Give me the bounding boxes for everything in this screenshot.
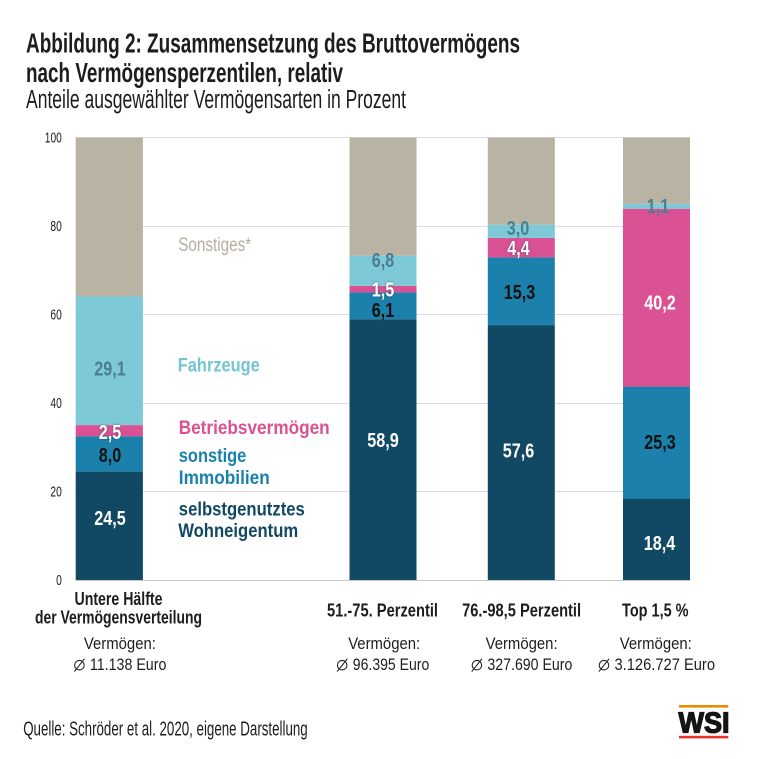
svg-text:Fahrzeuge: Fahrzeuge: [178, 355, 260, 377]
svg-text:3.126.727 Euro: 3.126.727 Euro: [615, 656, 716, 674]
svg-text:57,6: 57,6: [503, 440, 535, 463]
svg-text:Vermögen:: Vermögen:: [620, 635, 692, 653]
svg-text:327.690 Euro: 327.690 Euro: [487, 656, 572, 674]
svg-text:3,0: 3,0: [507, 217, 530, 240]
svg-text:sonstige: sonstige: [179, 445, 247, 467]
svg-text:Vermögen:: Vermögen:: [348, 635, 420, 653]
svg-text:6,8: 6,8: [372, 249, 395, 272]
svg-text:WSI: WSI: [679, 708, 730, 740]
svg-text:25,3: 25,3: [644, 431, 676, 454]
svg-text:selbstgenutztes: selbstgenutztes: [179, 498, 305, 520]
svg-text:Betriebsvermögen: Betriebsvermögen: [179, 417, 330, 439]
svg-text:nach Vermögensperzentilen, rel: nach Vermögensperzentilen, relativ: [26, 57, 343, 88]
svg-text:100: 100: [45, 131, 62, 147]
svg-text:96.395 Euro: 96.395 Euro: [353, 656, 430, 674]
svg-text:8,0: 8,0: [99, 444, 122, 467]
svg-text:11.138 Euro: 11.138 Euro: [90, 656, 166, 674]
svg-text:15,3: 15,3: [504, 281, 536, 304]
svg-text:Abbildung 2: Zusammensetzung d: Abbildung 2: Zusammensetzung des Bruttov…: [26, 27, 520, 58]
svg-text:Wohneigentum: Wohneigentum: [178, 520, 298, 542]
svg-text:40: 40: [50, 396, 61, 412]
svg-text:60: 60: [50, 308, 61, 324]
svg-text:4,4: 4,4: [507, 237, 530, 260]
svg-text:der Vermögensverteilung: der Vermögensverteilung: [35, 608, 202, 628]
svg-text:Untere Hälfte: Untere Hälfte: [75, 589, 163, 609]
svg-text:Top 1,5 %: Top 1,5 %: [622, 601, 689, 621]
svg-text:1,5: 1,5: [372, 278, 395, 301]
svg-text:Immobilien: Immobilien: [179, 467, 270, 489]
svg-text:29,1: 29,1: [94, 357, 126, 380]
svg-text:1,1: 1,1: [647, 195, 670, 218]
svg-text:18,4: 18,4: [644, 532, 676, 555]
svg-text:0: 0: [56, 573, 62, 589]
svg-text:Vermögen:: Vermögen:: [486, 635, 558, 653]
svg-text:76.-98,5 Perzentil: 76.-98,5 Perzentil: [462, 601, 581, 621]
svg-text:24,5: 24,5: [94, 507, 126, 530]
svg-text:Sonstiges*: Sonstiges*: [178, 235, 251, 256]
svg-text:Vermögen:: Vermögen:: [84, 635, 156, 653]
svg-text:6,1: 6,1: [372, 299, 395, 322]
svg-text:51.-75. Perzentil: 51.-75. Perzentil: [327, 601, 438, 621]
svg-text:Quelle: Schröder et al. 2020,: Quelle: Schröder et al. 2020, eigene Dar…: [23, 719, 308, 741]
svg-text:40,2: 40,2: [644, 292, 676, 315]
svg-text:Anteile ausgewählter Vermögens: Anteile ausgewählter Vermögensarten in P…: [26, 86, 406, 114]
svg-text:2,5: 2,5: [99, 421, 122, 444]
svg-text:80: 80: [50, 219, 61, 235]
svg-text:20: 20: [50, 485, 61, 501]
svg-text:58,9: 58,9: [367, 429, 399, 452]
